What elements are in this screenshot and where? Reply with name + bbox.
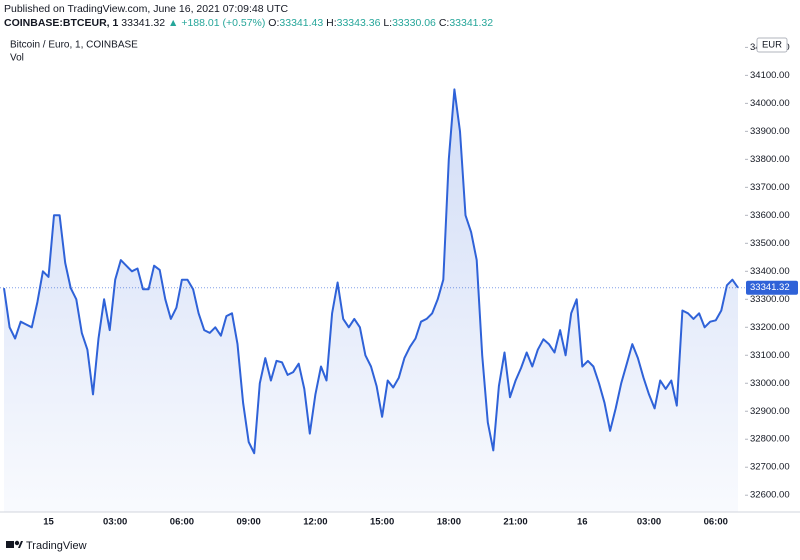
y-tick-label: 33100.00	[750, 350, 790, 361]
y-tick-label: 33700.00	[750, 182, 790, 193]
ohlc-value: 33341.32	[449, 17, 493, 29]
x-tick-label: 15:00	[370, 517, 394, 528]
y-tick-label: 32800.00	[750, 434, 790, 445]
ohlc-label: C:	[439, 17, 450, 29]
published-note: Published on TradingView.com, June 16, 2…	[4, 3, 288, 15]
change-arrow: ▲	[168, 17, 178, 29]
chart-title: Bitcoin / Euro, 1, COINBASE	[10, 40, 138, 51]
y-tick-label: 32700.00	[750, 462, 790, 473]
currency-badge	[756, 37, 788, 53]
footer-logo	[6, 540, 23, 548]
x-tick-label: 09:00	[237, 517, 261, 528]
symbol: COINBASE:BTCEUR, 1	[4, 17, 119, 29]
y-tick-label: 33800.00	[750, 154, 790, 165]
x-tick-label: 15	[43, 517, 54, 528]
logo-part	[18, 541, 23, 548]
ohlc-value: 33341.43	[279, 17, 323, 29]
last-price: 33341.32	[121, 17, 165, 29]
ohlc-value: 33330.06	[392, 17, 436, 29]
y-tick-label: 33400.00	[750, 266, 790, 277]
x-tick-label: 21:00	[503, 517, 527, 528]
area-fill	[4, 89, 738, 513]
x-tick-label: 18:00	[437, 517, 461, 528]
ohlc-value: 33343.36	[337, 17, 381, 29]
y-tick-label: 33500.00	[750, 238, 790, 249]
x-tick-label: 06:00	[704, 517, 728, 528]
currency-label: EUR	[762, 40, 782, 51]
x-tick-label: 12:00	[303, 517, 327, 528]
x-tick-label: 03:00	[637, 517, 661, 528]
y-tick-label: 32900.00	[750, 406, 790, 417]
price-line	[3, 88, 739, 455]
logo-part	[6, 541, 14, 548]
y-tick-label: 32600.00	[750, 490, 790, 501]
y-tick-label: 34000.00	[750, 98, 790, 109]
logo-part	[14, 540, 20, 546]
change: +188.01 (+0.57%)	[181, 17, 265, 29]
y-tick-label: 33900.00	[750, 126, 790, 137]
volume-label: Vol	[10, 53, 24, 64]
ohlc-label: L:	[383, 17, 392, 29]
y-tick-label: 33200.00	[750, 322, 790, 333]
x-tick-label: 16	[577, 517, 588, 528]
x-tick-label: 03:00	[103, 517, 127, 528]
footer-brand: TradingView	[26, 540, 87, 552]
y-tick-label: 34100.00	[750, 70, 790, 81]
x-tick-label: 06:00	[170, 517, 194, 528]
last-price-label: 33341.32	[750, 282, 790, 293]
y-tick-label: 33600.00	[750, 210, 790, 221]
y-tick-label: 33000.00	[750, 378, 790, 389]
ohlc-label: H:	[326, 17, 337, 29]
y-tick-label: 33300.00	[750, 294, 790, 305]
symbol-line: COINBASE:BTCEUR, 1 33341.32 ▲ +188.01 (+…	[4, 17, 493, 29]
last-price-tag	[746, 280, 798, 295]
plot-area	[3, 88, 739, 513]
ohlc-label: O:	[268, 17, 279, 29]
